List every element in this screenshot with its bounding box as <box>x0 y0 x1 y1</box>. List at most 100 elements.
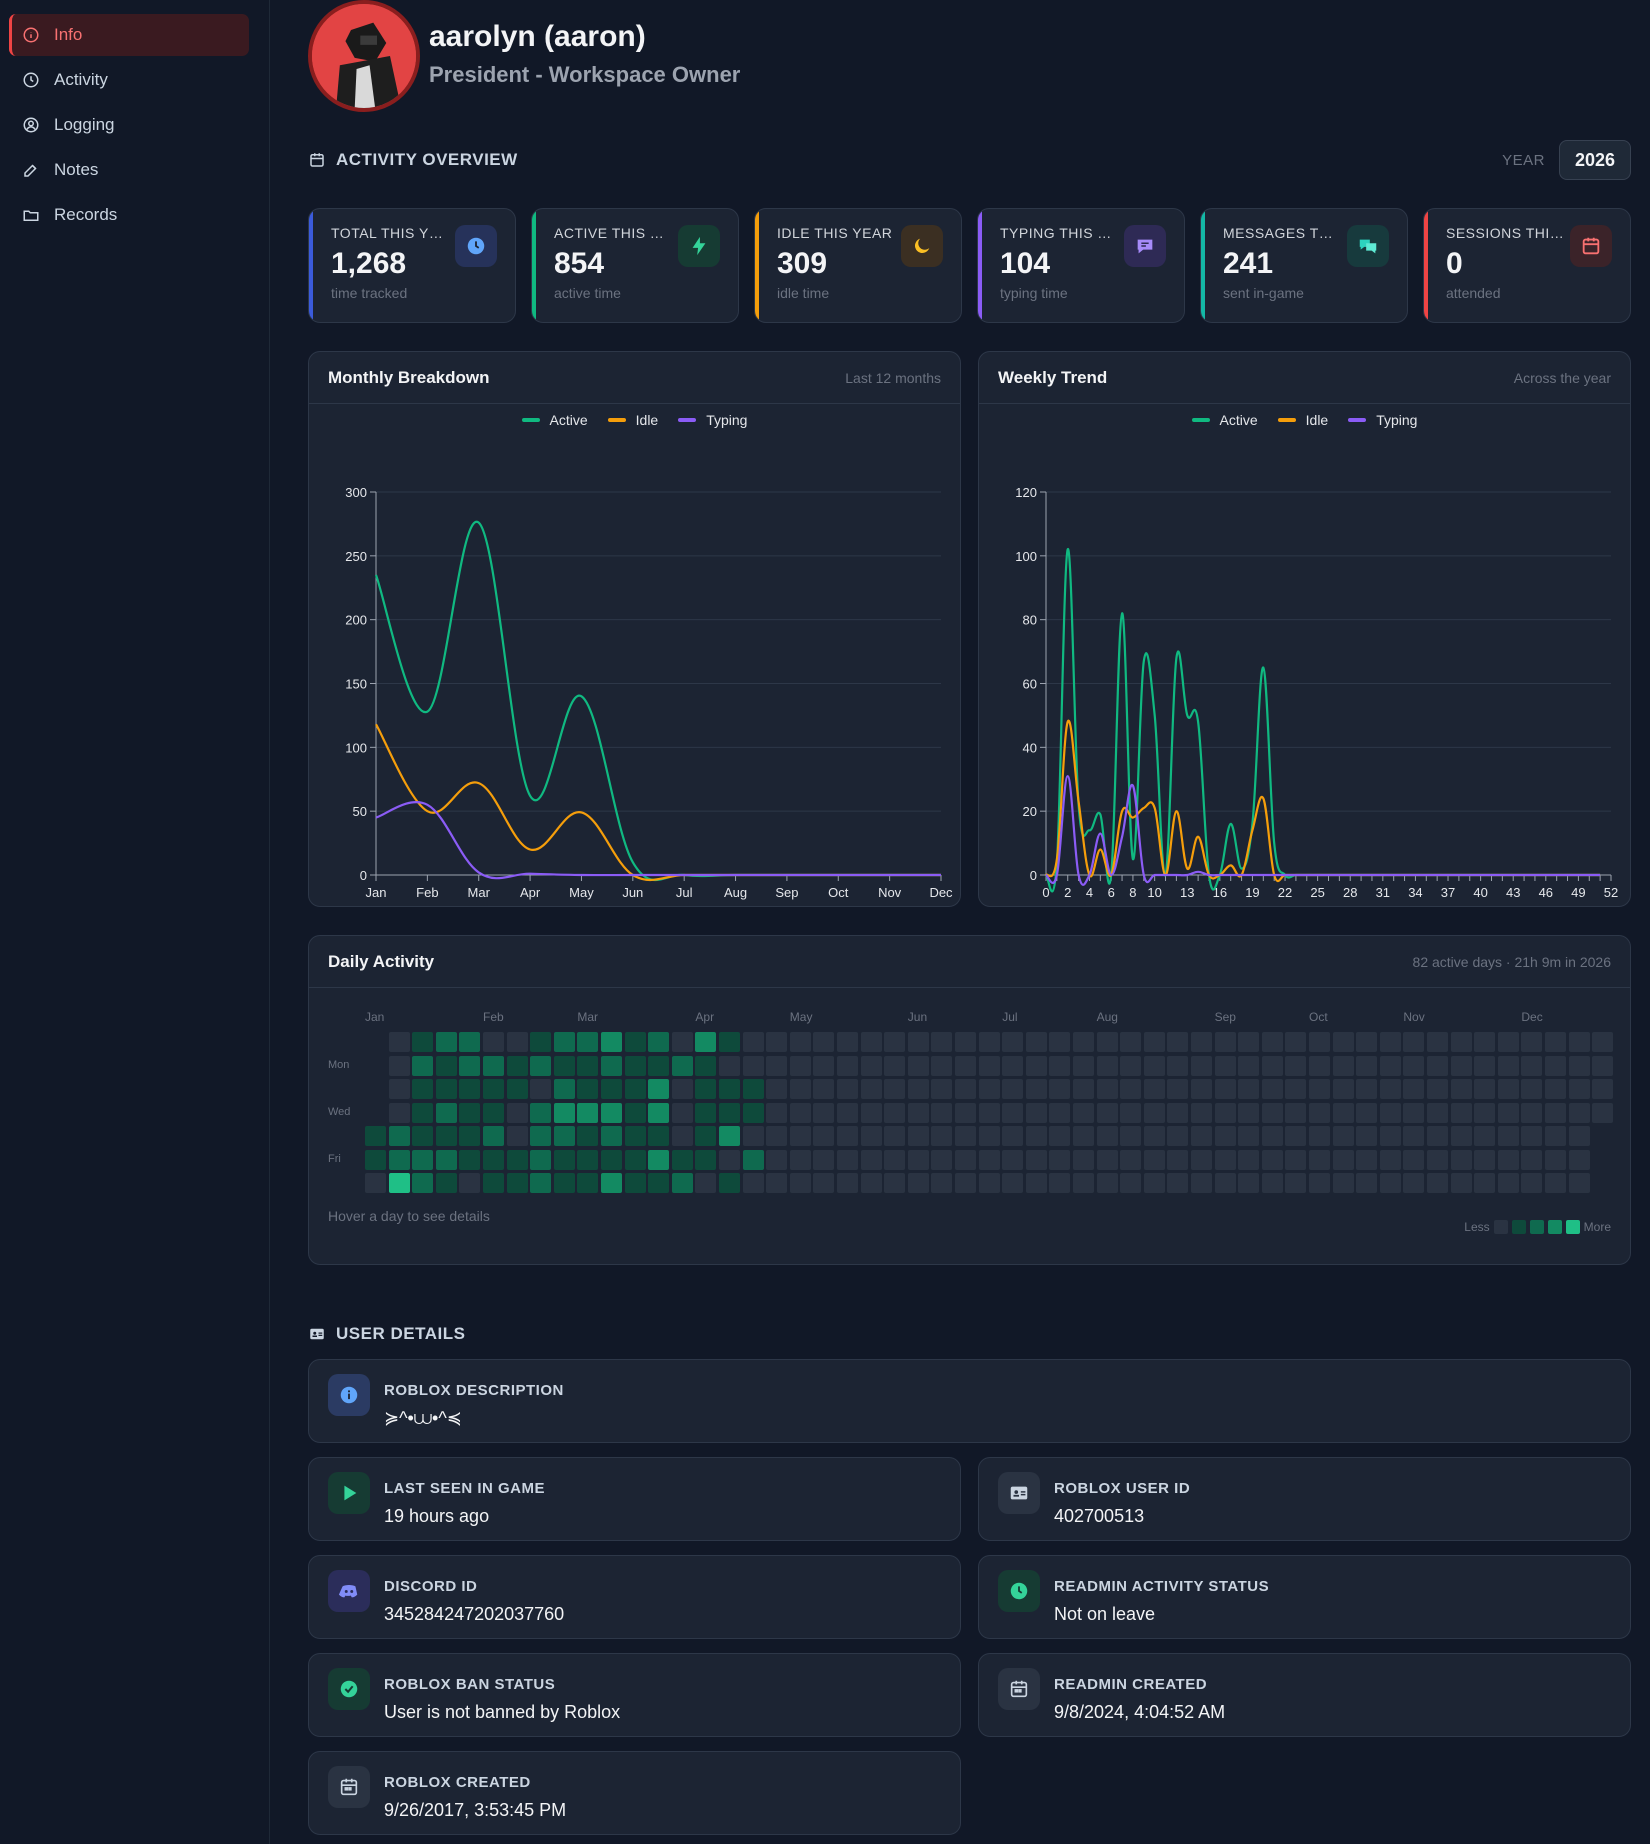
heatmap-day-cell[interactable] <box>719 1173 740 1193</box>
heatmap-day-cell[interactable] <box>435 1126 457 1146</box>
sidebar-item-notes[interactable]: Notes <box>9 149 249 191</box>
heatmap-day-cell[interactable] <box>1403 1149 1425 1170</box>
heatmap-day-cell[interactable] <box>388 1032 410 1052</box>
heatmap-day-cell[interactable] <box>530 1032 552 1052</box>
heatmap-day-cell[interactable] <box>459 1173 481 1193</box>
legend-item-typing[interactable]: Typing <box>1348 412 1417 428</box>
heatmap-day-cell[interactable] <box>1545 1126 1566 1146</box>
heatmap-day-cell[interactable] <box>1261 1079 1283 1099</box>
heatmap-day-cell[interactable] <box>1120 1032 1142 1052</box>
heatmap-day-cell[interactable] <box>955 1102 976 1123</box>
heatmap-day-cell[interactable] <box>1096 1079 1118 1099</box>
heatmap-day-cell[interactable] <box>1403 1102 1425 1123</box>
heatmap-day-cell[interactable] <box>530 1079 552 1099</box>
heatmap-day-cell[interactable] <box>978 1173 1000 1193</box>
heatmap-day-cell[interactable] <box>1545 1079 1566 1099</box>
heatmap-day-cell[interactable] <box>1191 1079 1212 1099</box>
heatmap-day-cell[interactable] <box>1285 1055 1307 1076</box>
heatmap-day-cell[interactable] <box>435 1102 457 1123</box>
heatmap-day-cell[interactable] <box>483 1173 504 1193</box>
heatmap-day-cell[interactable] <box>813 1173 835 1193</box>
heatmap-day-cell[interactable] <box>388 1173 410 1193</box>
heatmap-day-cell[interactable] <box>412 1173 434 1193</box>
heatmap-day-cell[interactable] <box>530 1126 552 1146</box>
heatmap-day-cell[interactable] <box>577 1126 599 1146</box>
heatmap-day-cell[interactable] <box>1261 1126 1283 1146</box>
heatmap-day-cell[interactable] <box>1427 1173 1448 1193</box>
heatmap-day-cell[interactable] <box>1379 1149 1401 1170</box>
heatmap-day-cell[interactable] <box>742 1079 764 1099</box>
heatmap-day-cell[interactable] <box>860 1173 882 1193</box>
heatmap-day-cell[interactable] <box>1073 1149 1094 1170</box>
heatmap-day-cell[interactable] <box>1474 1079 1496 1099</box>
heatmap-day-cell[interactable] <box>837 1149 858 1170</box>
heatmap-day-cell[interactable] <box>1238 1032 1260 1052</box>
heatmap-day-cell[interactable] <box>1403 1126 1425 1146</box>
heatmap-day-cell[interactable] <box>1592 1079 1614 1099</box>
heatmap-day-cell[interactable] <box>648 1126 670 1146</box>
heatmap-day-cell[interactable] <box>1261 1032 1283 1052</box>
heatmap-day-cell[interactable] <box>577 1032 599 1052</box>
heatmap-day-cell[interactable] <box>1143 1102 1165 1123</box>
heatmap-day-cell[interactable] <box>412 1102 434 1123</box>
heatmap-day-cell[interactable] <box>530 1149 552 1170</box>
heatmap-day-cell[interactable] <box>1167 1055 1189 1076</box>
heatmap-day-cell[interactable] <box>1214 1126 1236 1146</box>
heatmap-day-cell[interactable] <box>1356 1126 1378 1146</box>
heatmap-day-cell[interactable] <box>1049 1055 1071 1076</box>
heatmap-day-cell[interactable] <box>813 1126 835 1146</box>
heatmap-day-cell[interactable] <box>459 1126 481 1146</box>
heatmap-day-cell[interactable] <box>978 1102 1000 1123</box>
legend-item-typing[interactable]: Typing <box>678 412 747 428</box>
legend-item-active[interactable]: Active <box>1191 412 1258 428</box>
heatmap-day-cell[interactable] <box>719 1126 740 1146</box>
heatmap-day-cell[interactable] <box>671 1173 693 1193</box>
heatmap-day-cell[interactable] <box>884 1149 906 1170</box>
heatmap-day-cell[interactable] <box>1379 1079 1401 1099</box>
heatmap-day-cell[interactable] <box>1191 1055 1212 1076</box>
heatmap-day-cell[interactable] <box>907 1032 929 1052</box>
heatmap-day-cell[interactable] <box>506 1173 528 1193</box>
heatmap-day-cell[interactable] <box>742 1173 764 1193</box>
heatmap-day-cell[interactable] <box>601 1102 622 1123</box>
heatmap-day-cell[interactable] <box>1545 1149 1566 1170</box>
heatmap-day-cell[interactable] <box>506 1149 528 1170</box>
heatmap-day-cell[interactable] <box>1002 1032 1024 1052</box>
heatmap-day-cell[interactable] <box>648 1055 670 1076</box>
heatmap-day-cell[interactable] <box>1143 1126 1165 1146</box>
heatmap-day-cell[interactable] <box>1261 1173 1283 1193</box>
heatmap-day-cell[interactable] <box>907 1102 929 1123</box>
heatmap-day-cell[interactable] <box>978 1149 1000 1170</box>
heatmap-day-cell[interactable] <box>1521 1126 1543 1146</box>
heatmap-day-cell[interactable] <box>1379 1102 1401 1123</box>
heatmap-day-cell[interactable] <box>530 1173 552 1193</box>
heatmap-day-cell[interactable] <box>1143 1032 1165 1052</box>
heatmap-day-cell[interactable] <box>1096 1102 1118 1123</box>
heatmap-day-cell[interactable] <box>789 1149 811 1170</box>
heatmap-day-cell[interactable] <box>837 1055 858 1076</box>
heatmap-day-cell[interactable] <box>1568 1032 1590 1052</box>
heatmap-day-cell[interactable] <box>483 1079 504 1099</box>
heatmap-day-cell[interactable] <box>742 1055 764 1076</box>
heatmap-day-cell[interactable] <box>1403 1055 1425 1076</box>
heatmap-day-cell[interactable] <box>742 1126 764 1146</box>
heatmap-day-cell[interactable] <box>1545 1032 1566 1052</box>
heatmap-day-cell[interactable] <box>1025 1173 1047 1193</box>
heatmap-day-cell[interactable] <box>1143 1055 1165 1076</box>
heatmap-day-cell[interactable] <box>1191 1149 1212 1170</box>
heatmap-day-cell[interactable] <box>1545 1055 1566 1076</box>
heatmap-day-cell[interactable] <box>907 1149 929 1170</box>
heatmap-day-cell[interactable] <box>435 1173 457 1193</box>
heatmap-day-cell[interactable] <box>766 1173 788 1193</box>
heatmap-day-cell[interactable] <box>1568 1126 1590 1146</box>
heatmap-day-cell[interactable] <box>766 1126 788 1146</box>
heatmap-day-cell[interactable] <box>719 1079 740 1099</box>
heatmap-day-cell[interactable] <box>365 1149 386 1170</box>
heatmap-day-cell[interactable] <box>1568 1149 1590 1170</box>
heatmap-day-cell[interactable] <box>530 1102 552 1123</box>
heatmap-day-cell[interactable] <box>695 1173 717 1193</box>
heatmap-day-cell[interactable] <box>506 1102 528 1123</box>
heatmap-day-cell[interactable] <box>789 1055 811 1076</box>
heatmap-day-cell[interactable] <box>955 1126 976 1146</box>
heatmap-day-cell[interactable] <box>1474 1173 1496 1193</box>
